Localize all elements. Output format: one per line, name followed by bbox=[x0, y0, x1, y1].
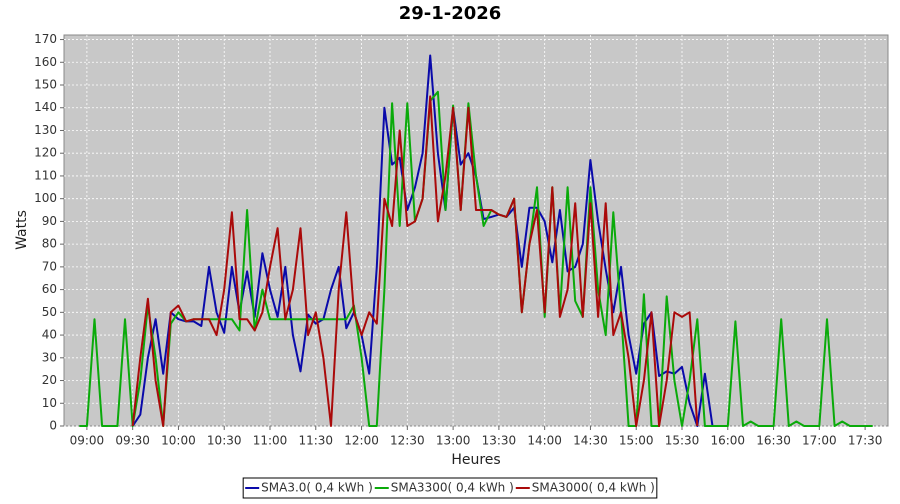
legend-label: SMA3300( 0,4 kWh ) bbox=[391, 481, 514, 495]
y-tick-label: 150 bbox=[34, 78, 57, 92]
x-tick-label: 12:30 bbox=[390, 434, 425, 448]
chart-title: 29-1-2026 bbox=[399, 3, 502, 24]
y-axis-title: Watts bbox=[14, 210, 30, 250]
y-tick-label: 160 bbox=[34, 55, 57, 69]
x-tick-label: 16:30 bbox=[756, 434, 791, 448]
series-line bbox=[131, 95, 699, 427]
y-tick-label: 60 bbox=[42, 282, 57, 296]
x-tick-label: 14:30 bbox=[573, 434, 608, 448]
y-tick-label: 170 bbox=[34, 32, 57, 46]
x-tick-label: 10:30 bbox=[207, 434, 242, 448]
y-tick-label: 30 bbox=[42, 350, 57, 364]
legend-box bbox=[242, 477, 658, 499]
x-tick-label: 17:30 bbox=[848, 434, 883, 448]
y-tick-label: 90 bbox=[42, 214, 57, 228]
y-tick-label: 40 bbox=[42, 328, 57, 342]
y-tick-label: 110 bbox=[34, 168, 57, 182]
y-tick-label: 140 bbox=[34, 100, 57, 114]
x-tick-label: 13:00 bbox=[436, 434, 471, 448]
y-tick-label: 50 bbox=[42, 305, 57, 319]
x-tick-label: 10:00 bbox=[161, 434, 196, 448]
x-tick-label: 11:30 bbox=[298, 434, 333, 448]
x-tick-label: 16:00 bbox=[710, 434, 745, 448]
series-line bbox=[79, 90, 873, 427]
x-tick-label: 09:00 bbox=[70, 434, 105, 448]
y-tick-label: 130 bbox=[34, 123, 57, 137]
legend: SMA3.0( 0,4 kWh ) SMA3300( 0,4 kWh ) SMA30… bbox=[242, 477, 658, 499]
y-tick-label: 10 bbox=[42, 396, 57, 410]
x-tick-label: 15:00 bbox=[619, 434, 654, 448]
x-tick-label: 14:00 bbox=[527, 434, 562, 448]
plot-area bbox=[63, 34, 889, 427]
x-tick-label: 17:00 bbox=[802, 434, 837, 448]
x-tick-label: 12:00 bbox=[344, 434, 379, 448]
y-tick-label: 80 bbox=[42, 237, 57, 251]
legend-label: SMA3000( 0,4 kWh ) bbox=[532, 481, 655, 495]
x-axis-title: Heures bbox=[451, 452, 500, 468]
y-tick-label: 100 bbox=[34, 191, 57, 205]
y-tick-label: 120 bbox=[34, 146, 57, 160]
x-tick-label: 15:30 bbox=[665, 434, 700, 448]
x-tick-label: 13:30 bbox=[482, 434, 517, 448]
legend-label: SMA3.0( 0,4 kWh ) bbox=[261, 481, 373, 495]
y-tick-label: 20 bbox=[42, 373, 57, 387]
x-tick-label: 09:30 bbox=[115, 434, 150, 448]
y-tick-label: 0 bbox=[49, 419, 57, 433]
y-tick-label: 70 bbox=[42, 259, 57, 273]
x-tick-label: 11:00 bbox=[253, 434, 288, 448]
series-line bbox=[131, 54, 714, 427]
